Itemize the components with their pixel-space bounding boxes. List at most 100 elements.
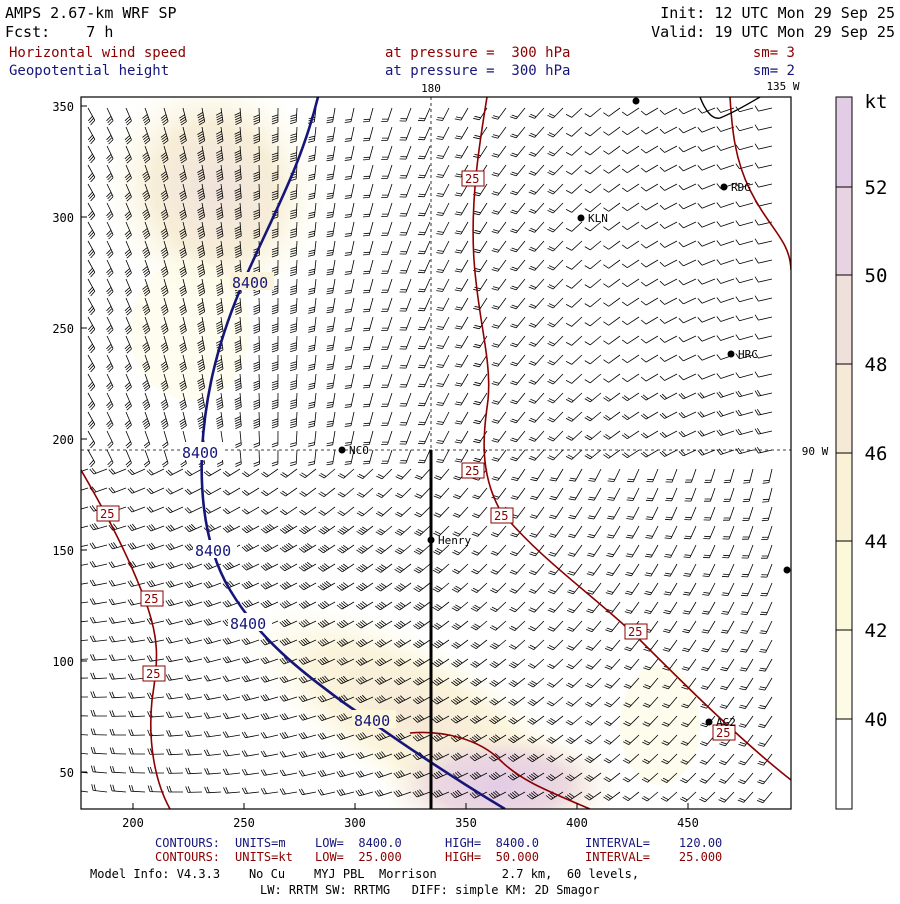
wind-barb: [215, 202, 224, 221]
wind-barb: [381, 449, 393, 464]
wind-barb: [260, 599, 279, 609]
wind-barb: [399, 297, 412, 312]
wind-barb: [185, 749, 203, 756]
svg-text:25: 25: [100, 507, 114, 521]
wind-barb: [762, 487, 773, 503]
wind-barb: [299, 506, 317, 516]
wind-barb: [681, 658, 697, 671]
wind-barb: [417, 240, 431, 255]
wind-barb: [108, 598, 127, 606]
wind-barb: [395, 487, 412, 499]
wind-barb: [721, 563, 735, 578]
wind-barb: [87, 164, 96, 183]
wind-barb: [622, 791, 640, 802]
wind-barb: [394, 544, 412, 555]
wind-barb: [685, 468, 697, 483]
wind-barb: [758, 677, 773, 691]
wind-barb: [547, 316, 564, 328]
wind-barb: [436, 107, 450, 121]
wind-barb: [528, 392, 545, 404]
wind-barb: [106, 278, 114, 297]
wind-barb: [735, 296, 754, 303]
station-henry[interactable]: Henry: [427, 534, 472, 547]
wind-barb: [529, 506, 545, 519]
wind-barb: [761, 525, 773, 540]
wind-barb: [89, 616, 108, 624]
x-tick-label: 350: [455, 816, 477, 830]
wind-barb: [356, 506, 374, 517]
station-kln[interactable]: KLN: [577, 212, 608, 225]
wind-barb: [621, 449, 640, 459]
speed-labels: 25 25 25 25 25 25 25 25: [96, 170, 736, 741]
wind-barb: [298, 788, 317, 796]
wind-barb: [606, 506, 621, 520]
wind-barb: [641, 772, 659, 783]
wind-barb: [735, 315, 754, 322]
wind-barb: [106, 145, 114, 164]
wind-barb: [81, 734, 89, 736]
station-rdg[interactable]: RDG: [720, 181, 751, 194]
wind-barb: [203, 674, 222, 682]
wind-barb: [703, 525, 716, 540]
wind-barb: [754, 333, 773, 340]
wind-barb: [716, 240, 735, 246]
wind-barb: [586, 563, 602, 576]
wind-barb: [584, 715, 602, 726]
wind-barb: [623, 715, 640, 727]
wind-barb: [547, 297, 564, 309]
wind-barb: [317, 732, 336, 740]
wind-barb: [336, 713, 355, 722]
wind-barb: [289, 145, 298, 163]
wind-barb: [106, 221, 114, 240]
wind-barb: [106, 373, 114, 392]
wind-barb: [678, 411, 697, 419]
wind-barb: [603, 221, 621, 231]
station-ag2[interactable]: AG2: [705, 716, 736, 729]
wind-barb: [298, 600, 317, 609]
wind-barb: [527, 696, 545, 707]
wind-barb: [606, 544, 621, 558]
wind-barb: [344, 297, 355, 313]
wind-barb: [640, 202, 659, 211]
wind-barb: [381, 183, 393, 198]
wind-barb: [87, 392, 96, 411]
station-hrc[interactable]: HRC: [727, 348, 758, 361]
wind-barb: [81, 752, 89, 755]
wind-barb: [626, 487, 640, 501]
station-nco[interactable]: NCO: [338, 444, 369, 457]
wind-barb: [362, 335, 374, 351]
wind-barb: [740, 620, 754, 634]
wind-barb: [546, 715, 564, 726]
wind-barb: [106, 354, 114, 373]
wind-barb: [761, 544, 773, 559]
wind-barb: [735, 409, 754, 417]
wind-barb: [179, 278, 187, 297]
contours1-interval: INTERVAL= 120.00: [585, 836, 722, 850]
wind-barb: [568, 468, 583, 482]
wind-barb: [528, 582, 545, 594]
wind-barb: [197, 145, 206, 164]
wind-barb: [146, 580, 165, 588]
wind-barb: [528, 354, 545, 366]
wind-barb: [106, 430, 114, 449]
wind-barb: [470, 677, 488, 687]
wind-barb: [253, 373, 260, 391]
wind-barb: [640, 354, 659, 363]
wind-barb: [490, 544, 507, 556]
wind-barb: [473, 335, 488, 349]
wind-barb: [362, 126, 374, 142]
wind-barb: [308, 183, 317, 200]
wind-barb: [222, 468, 241, 477]
wind-barb: [584, 240, 602, 251]
wind-barb: [491, 468, 507, 481]
contours2-high: HIGH= 50.000: [445, 850, 539, 864]
wind-barb: [624, 639, 640, 652]
wind-barb: [659, 297, 678, 305]
wind-barb: [394, 525, 412, 536]
wind-barb: [606, 525, 621, 539]
wind-barb: [436, 297, 450, 311]
wind-barb: [271, 392, 279, 410]
wind-barb: [146, 468, 165, 476]
wind-barb: [146, 487, 165, 495]
field1-name: Horizontal wind speed: [9, 45, 186, 61]
